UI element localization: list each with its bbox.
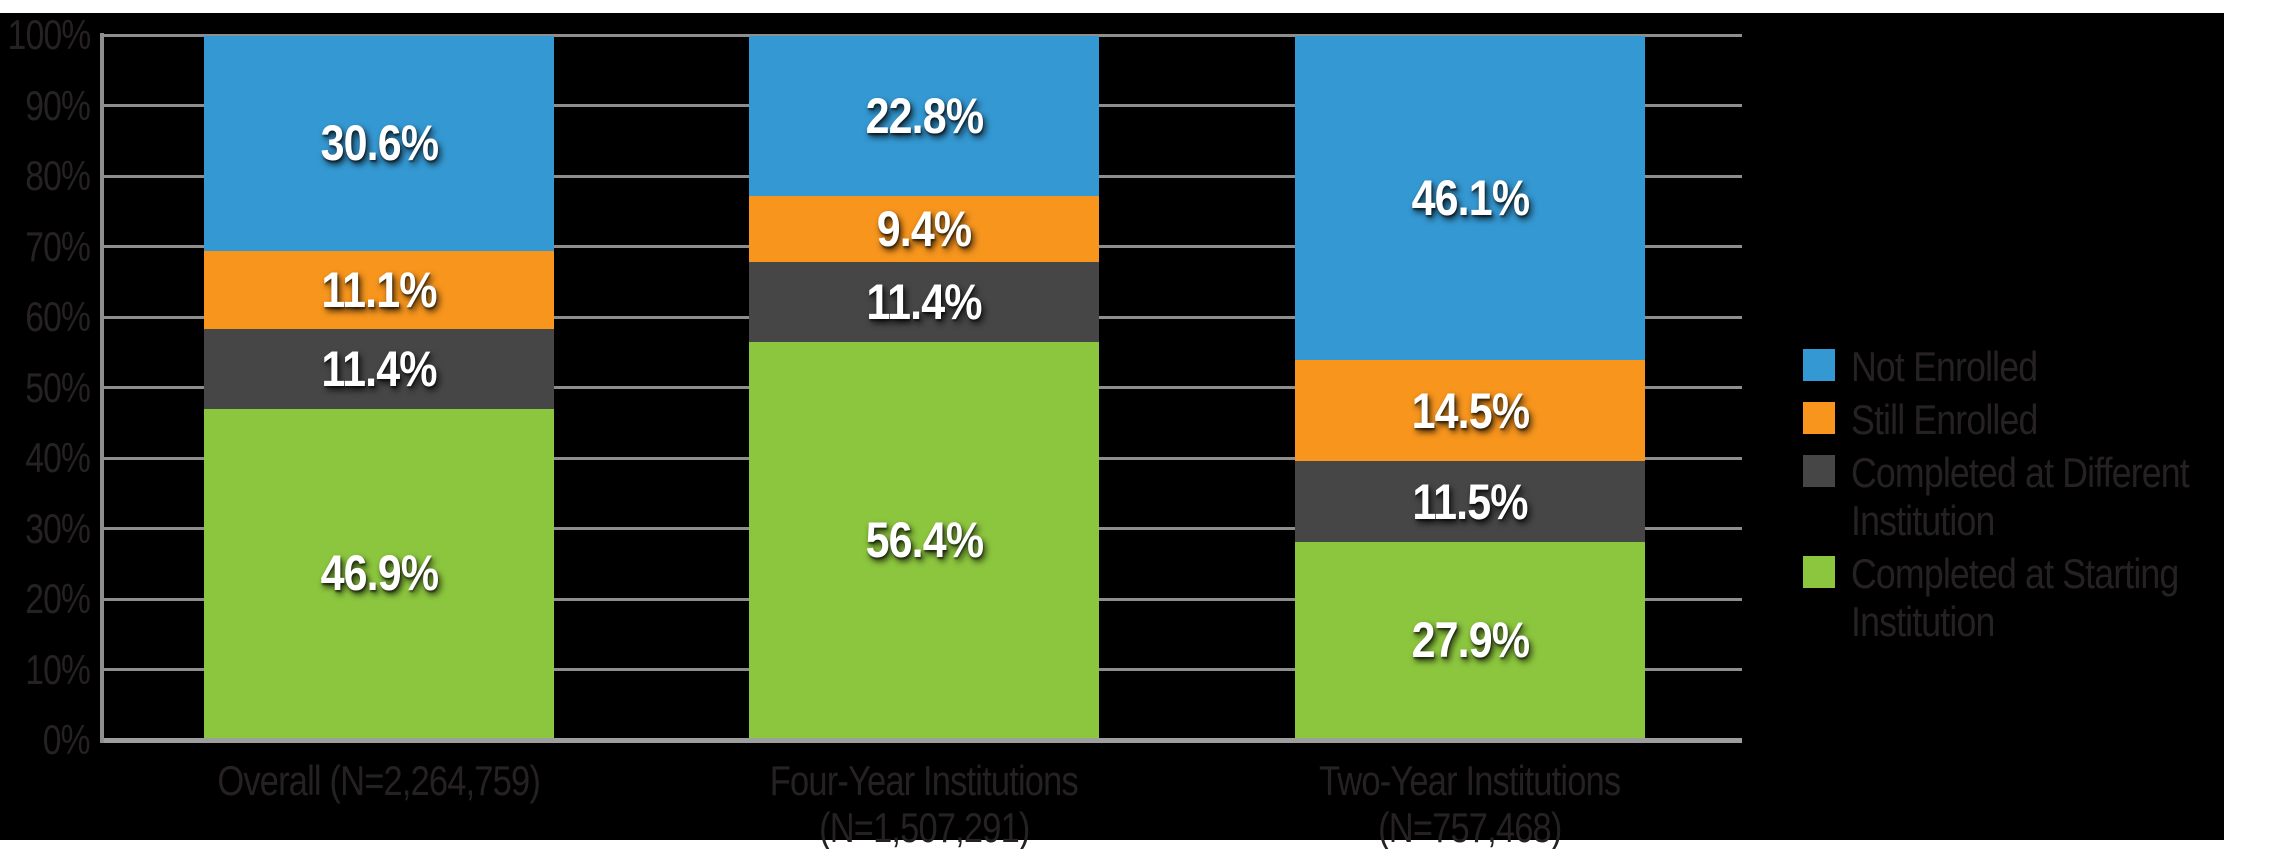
bar-segment: 14.5%: [1295, 359, 1645, 462]
category-label: Overall (N=2,264,759): [99, 757, 659, 804]
y-tick-label: 60%: [0, 293, 91, 341]
category-label-line: (N=1,507,291): [644, 804, 1204, 849]
y-tick-text: 10%: [25, 646, 91, 693]
bar-segment: 11.1%: [204, 250, 554, 329]
category-label-text: Two-Year Institutions: [1319, 757, 1621, 804]
legend-swatch: [1803, 402, 1835, 434]
bar: 46.1% 14.5% 11.5% 27.9%: [1295, 36, 1645, 738]
bar: 22.8% 9.4% 11.4% 56.4%: [749, 36, 1099, 738]
legend-item: Completed at Starting Institution: [1803, 550, 2271, 646]
y-tick-text: 40%: [25, 434, 91, 481]
bar-segment: 46.9%: [204, 408, 554, 738]
segment-value-label: 11.4%: [321, 340, 437, 397]
y-tick-text: 90%: [25, 82, 91, 129]
y-tick-text: 20%: [25, 575, 91, 622]
bar-segment: 56.4%: [749, 342, 1099, 738]
segment-value-label: 30.6%: [320, 115, 438, 172]
bar-segment: 27.9%: [1295, 542, 1645, 738]
y-tick-label: 70%: [0, 223, 91, 271]
y-axis-line: [100, 33, 104, 743]
segment-value-label: 9.4%: [876, 201, 972, 258]
y-tick-text: 30%: [25, 505, 91, 552]
segment-value-label: 11.5%: [1412, 473, 1528, 530]
y-tick-label: 20%: [0, 575, 91, 623]
category-label-text: Overall (N=2,264,759): [217, 757, 541, 804]
bar-segment: 22.8%: [749, 36, 1099, 197]
y-tick-label: 30%: [0, 505, 91, 553]
segment-value-label: 27.9%: [1411, 612, 1529, 669]
category-label-line: Two-Year Institutions: [1190, 757, 1750, 804]
segment-value-label: 46.9%: [320, 545, 438, 602]
category-label-text: Four-Year Institutions: [769, 757, 1079, 804]
x-axis-line: [100, 738, 1742, 743]
category-label-line: Four-Year Institutions: [644, 757, 1204, 804]
y-tick-text: 80%: [25, 152, 91, 199]
y-tick-label: 100%: [0, 11, 91, 59]
segment-value-label: 46.1%: [1411, 169, 1529, 226]
legend-swatch: [1803, 455, 1835, 487]
legend-item: Still Enrolled: [1803, 396, 2271, 444]
y-tick-text: 100%: [7, 11, 91, 58]
y-tick-text: 60%: [25, 293, 91, 340]
category-label-line: Overall (N=2,264,759): [99, 757, 659, 804]
bar: 30.6% 11.1% 11.4% 46.9%: [204, 36, 554, 738]
category-label-text: (N=757,468): [1378, 804, 1562, 849]
legend-label: Not Enrolled: [1851, 343, 2038, 390]
bar-segment: 11.4%: [749, 262, 1099, 343]
y-tick-label: 80%: [0, 152, 91, 200]
y-tick-text: 70%: [25, 223, 91, 270]
category-label: Two-Year Institutions (N=757,468): [1190, 757, 1750, 849]
segment-value-label: 11.1%: [321, 261, 437, 318]
category-label: Four-Year Institutions (N=1,507,291): [644, 757, 1204, 849]
legend-item: Completed at Different Institution: [1803, 449, 2271, 545]
y-tick-label: 10%: [0, 646, 91, 694]
y-tick-label: 50%: [0, 364, 91, 412]
y-tick-text: 0%: [43, 716, 91, 763]
legend-label: Completed at Different Institution: [1851, 449, 2190, 544]
legend-swatch: [1803, 349, 1835, 381]
legend: Not Enrolled Still Enrolled Completed at D…: [1803, 343, 2271, 651]
y-tick-label: 0%: [0, 716, 91, 764]
segment-value-label: 22.8%: [865, 88, 983, 145]
bar-segment: 11.4%: [204, 328, 554, 409]
legend-label: Still Enrolled: [1851, 396, 2038, 443]
legend-swatch: [1803, 556, 1835, 588]
segment-value-label: 56.4%: [865, 512, 983, 568]
y-tick-label: 40%: [0, 434, 91, 482]
y-tick-label: 90%: [0, 82, 91, 130]
gridline: [103, 34, 1742, 37]
bar-segment: 46.1%: [1295, 36, 1645, 360]
y-tick-text: 50%: [25, 364, 91, 411]
category-label-line: (N=757,468): [1190, 804, 1750, 849]
segment-value-label: 11.4%: [866, 274, 982, 331]
bar-segment: 9.4%: [749, 196, 1099, 263]
segment-value-label: 14.5%: [1411, 382, 1529, 439]
legend-item: Not Enrolled: [1803, 343, 2271, 391]
bar-segment: 11.5%: [1295, 461, 1645, 543]
bar-segment: 30.6%: [204, 36, 554, 251]
legend-label: Completed at Starting Institution: [1851, 550, 2179, 645]
category-label-text: (N=1,507,291): [818, 804, 1030, 849]
